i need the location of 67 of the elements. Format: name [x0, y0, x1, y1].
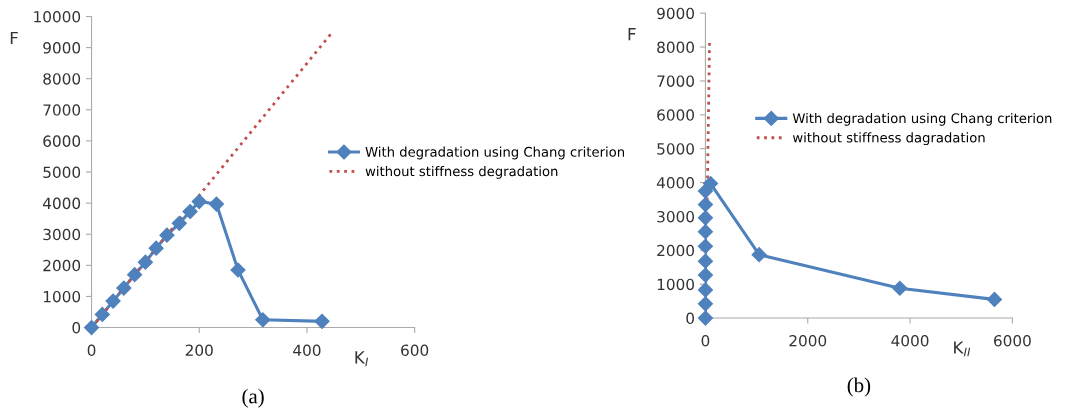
point — [697, 238, 714, 254]
x-axis-title: K$_{I}$ — [355, 351, 369, 367]
y-tick-label: 3000 — [43, 228, 81, 241]
y-tick-label: 1000 — [43, 290, 81, 303]
point — [116, 280, 132, 296]
y-tick-label: 3000 — [657, 210, 694, 223]
point — [127, 267, 143, 283]
x-tick-label: 600 — [401, 344, 429, 357]
point — [105, 293, 121, 309]
point — [159, 227, 175, 243]
y-tick-label: 5000 — [43, 166, 81, 179]
point — [191, 193, 207, 210]
legend-label: without stiffness degradation — [365, 165, 558, 179]
y-tick-label: 10000 — [34, 10, 81, 23]
point — [83, 319, 100, 336]
point — [94, 306, 110, 323]
y-tick-label: 8000 — [657, 41, 694, 54]
y-tick-label: 0 — [686, 312, 694, 325]
x-tick-label: 0 — [701, 335, 710, 347]
y-tick-label: 2000 — [43, 259, 81, 272]
y-tick-label: 6000 — [657, 109, 694, 121]
y-tick-label: 7000 — [43, 104, 81, 116]
point — [208, 196, 225, 212]
point — [697, 296, 714, 312]
text: (a) — [242, 388, 264, 408]
x-tick-label: 2000 — [789, 335, 827, 347]
x-tick-label: 400 — [293, 344, 321, 357]
y-tick-label: 7000 — [657, 75, 694, 87]
x-axis-title: K$_{II}$ — [954, 341, 971, 357]
y-tick-label: 4000 — [656, 177, 694, 189]
point — [697, 197, 714, 213]
y-tick-label: 9000 — [43, 42, 81, 54]
point — [137, 254, 153, 270]
x-tick-label: 4000 — [891, 335, 929, 347]
point — [171, 215, 187, 231]
y-tick-label: 9000 — [657, 7, 694, 20]
y-tick-label: 2000 — [657, 244, 694, 257]
x-tick-label: 6000 — [994, 335, 1031, 347]
point — [697, 210, 714, 226]
point — [697, 224, 714, 240]
point — [697, 310, 714, 326]
legend-label: With degradation using Chang criterion — [792, 112, 1052, 126]
y-tick-label: 8000 — [43, 73, 81, 85]
point — [892, 280, 908, 296]
y-tick-label: 5000 — [657, 143, 694, 155]
y-tick-label: 1000 — [657, 278, 694, 291]
point — [702, 176, 719, 192]
point — [986, 291, 1003, 308]
y-tick-label: 4000 — [42, 197, 81, 210]
x-tick-label: 200 — [185, 344, 213, 357]
point — [697, 282, 714, 298]
legend-label: without stiffness dagradation — [792, 132, 985, 146]
point — [230, 262, 246, 278]
legend-label: With degradation using Chang criterion — [365, 146, 624, 160]
x-tick-label: 0 — [87, 344, 96, 357]
y-tick-label: 6000 — [43, 135, 81, 147]
point — [314, 313, 330, 329]
y-axis-title: F — [628, 28, 636, 41]
y-axis-title: F — [10, 31, 18, 45]
point — [148, 240, 164, 256]
point — [697, 267, 714, 283]
point — [751, 247, 767, 263]
y-tick-label: 0 — [72, 322, 81, 334]
point — [182, 203, 198, 220]
text: (b) — [847, 377, 871, 397]
point — [255, 312, 271, 328]
point — [697, 253, 714, 269]
